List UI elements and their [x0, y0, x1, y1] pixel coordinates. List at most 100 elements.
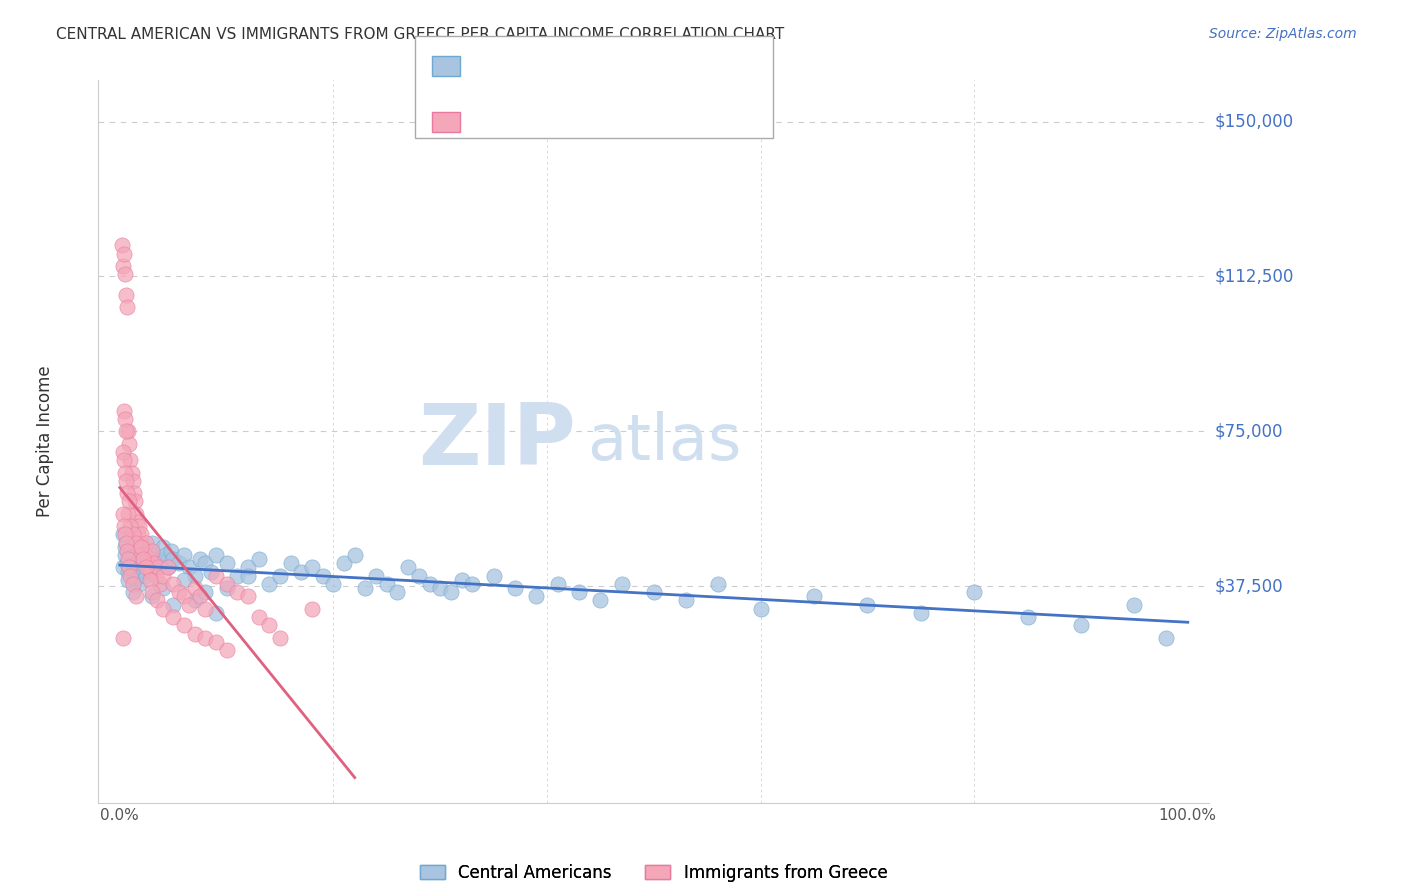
- Point: [117, 486, 139, 500]
- Legend: Central Americans, Immigrants from Greece: Central Americans, Immigrants from Greec…: [413, 857, 894, 888]
- Point: [111, 445, 134, 459]
- Point: [117, 557, 139, 571]
- Point: [1156, 631, 1178, 645]
- Point: [129, 527, 152, 541]
- Point: [111, 527, 134, 541]
- Point: [856, 598, 879, 612]
- Point: [194, 631, 217, 645]
- Point: [156, 560, 179, 574]
- Text: Source: ZipAtlas.com: Source: ZipAtlas.com: [1209, 27, 1357, 41]
- Text: atlas: atlas: [588, 410, 741, 473]
- Point: [111, 631, 134, 645]
- Point: [117, 424, 139, 438]
- Point: [128, 577, 150, 591]
- Point: [129, 560, 152, 574]
- Text: $112,500: $112,500: [1215, 268, 1294, 285]
- Point: [121, 474, 143, 488]
- Point: [247, 552, 270, 566]
- Point: [115, 535, 138, 549]
- Point: [127, 527, 149, 541]
- Point: [440, 585, 463, 599]
- Point: [396, 560, 419, 574]
- Text: R =: R =: [471, 115, 505, 129]
- Point: [121, 557, 143, 571]
- Point: [259, 618, 281, 632]
- Point: [121, 585, 143, 599]
- Point: [122, 560, 145, 574]
- Point: [111, 560, 134, 574]
- Point: [226, 568, 249, 582]
- Point: [124, 573, 146, 587]
- Point: [115, 474, 138, 488]
- Point: [111, 238, 134, 252]
- Point: [125, 565, 148, 579]
- Point: [215, 577, 238, 591]
- Point: [259, 577, 281, 591]
- Point: [160, 544, 183, 558]
- Point: [152, 581, 174, 595]
- Point: [141, 535, 163, 549]
- Point: [115, 424, 138, 438]
- Point: [125, 565, 148, 579]
- Point: [120, 519, 142, 533]
- Text: ZIP: ZIP: [419, 400, 576, 483]
- Point: [236, 560, 259, 574]
- Point: [120, 544, 142, 558]
- Point: [135, 568, 157, 582]
- Point: [322, 577, 344, 591]
- Point: [124, 494, 146, 508]
- Point: [1123, 598, 1146, 612]
- Text: $75,000: $75,000: [1215, 422, 1284, 441]
- Point: [215, 557, 238, 571]
- Point: [173, 618, 195, 632]
- Point: [149, 557, 172, 571]
- Point: [429, 581, 451, 595]
- Text: 98: 98: [602, 59, 623, 73]
- Point: [194, 601, 217, 615]
- Point: [114, 540, 136, 554]
- Point: [125, 535, 148, 549]
- Point: [115, 288, 138, 302]
- Point: [138, 552, 160, 566]
- Point: [183, 581, 205, 595]
- Point: [167, 557, 190, 571]
- Point: [205, 606, 228, 620]
- Point: [117, 507, 139, 521]
- Point: [343, 548, 366, 562]
- Point: [162, 610, 184, 624]
- Point: [963, 585, 986, 599]
- Point: [610, 577, 633, 591]
- Point: [188, 552, 211, 566]
- Point: [167, 585, 190, 599]
- Text: N =: N =: [560, 59, 603, 73]
- Point: [461, 577, 484, 591]
- Point: [138, 573, 160, 587]
- Point: [138, 565, 160, 579]
- Point: [129, 557, 152, 571]
- Point: [112, 453, 135, 467]
- Point: [128, 548, 150, 562]
- Text: 86: 86: [602, 115, 623, 129]
- Point: [136, 557, 159, 571]
- Point: [148, 552, 170, 566]
- Point: [568, 585, 591, 599]
- Point: [122, 486, 145, 500]
- Point: [179, 598, 201, 612]
- Point: [205, 568, 228, 582]
- Point: [179, 560, 201, 574]
- Point: [547, 577, 569, 591]
- Point: [128, 519, 150, 533]
- Point: [162, 552, 184, 566]
- Point: [121, 577, 143, 591]
- Point: [387, 585, 409, 599]
- Point: [138, 560, 160, 574]
- Point: [141, 544, 163, 558]
- Point: [112, 519, 135, 533]
- Point: [188, 590, 211, 604]
- Point: [127, 568, 149, 582]
- Point: [503, 581, 526, 595]
- Point: [111, 507, 134, 521]
- Point: [134, 548, 156, 562]
- Point: [1017, 610, 1039, 624]
- Point: [173, 573, 195, 587]
